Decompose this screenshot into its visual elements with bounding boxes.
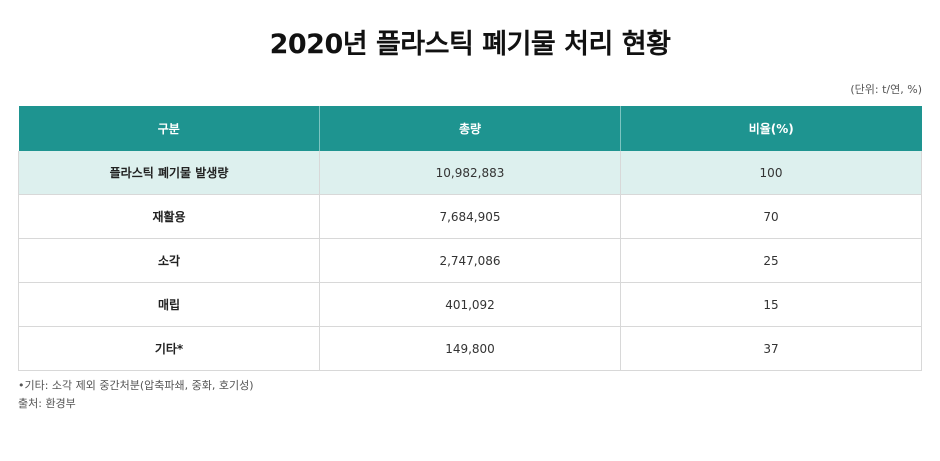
table-row: 기타* 149,800 37 bbox=[18, 326, 922, 371]
row-category: 재활용 bbox=[18, 194, 320, 239]
row-category: 기타* bbox=[18, 326, 320, 371]
table-row: 소각 2,747,086 25 bbox=[18, 238, 922, 283]
data-table: 구분 총량 비율(%) 플라스틱 폐기물 발생량 10,982,883 100 … bbox=[18, 106, 922, 371]
row-ratio: 25 bbox=[620, 238, 922, 283]
row-total: 149,800 bbox=[319, 326, 621, 371]
row-ratio: 37 bbox=[620, 326, 922, 371]
table-header-row: 구분 총량 비율(%) bbox=[18, 106, 922, 151]
table-row: 재활용 7,684,905 70 bbox=[18, 194, 922, 239]
footnote-source: 출처: 환경부 bbox=[18, 397, 76, 410]
table-row: 매립 401,092 15 bbox=[18, 282, 922, 327]
page-title: 2020년 플라스틱 폐기물 처리 현황 bbox=[269, 29, 671, 60]
row-ratio: 15 bbox=[620, 282, 922, 327]
row-ratio: 100 bbox=[620, 151, 922, 195]
footnote-note: •기타: 소각 제외 중간처분(압축파쇄, 중화, 호기성) bbox=[18, 379, 254, 392]
row-ratio: 70 bbox=[620, 194, 922, 239]
row-total: 401,092 bbox=[319, 282, 621, 327]
row-total: 7,684,905 bbox=[319, 194, 621, 239]
row-total: 10,982,883 bbox=[319, 151, 621, 195]
table-row: 플라스틱 폐기물 발생량 10,982,883 100 bbox=[18, 151, 922, 195]
header-category: 구분 bbox=[18, 106, 320, 151]
row-total: 2,747,086 bbox=[319, 238, 621, 283]
row-category: 소각 bbox=[18, 238, 320, 283]
row-category: 매립 bbox=[18, 282, 320, 327]
row-category: 플라스틱 폐기물 발생량 bbox=[18, 151, 320, 195]
header-total: 총량 bbox=[319, 106, 621, 151]
header-ratio: 비율(%) bbox=[620, 106, 922, 151]
footnote-block: •기타: 소각 제외 중간처분(압축파쇄, 중화, 호기성) 출처: 환경부 bbox=[18, 377, 254, 413]
unit-label: (단위: t/연, %) bbox=[850, 83, 922, 96]
